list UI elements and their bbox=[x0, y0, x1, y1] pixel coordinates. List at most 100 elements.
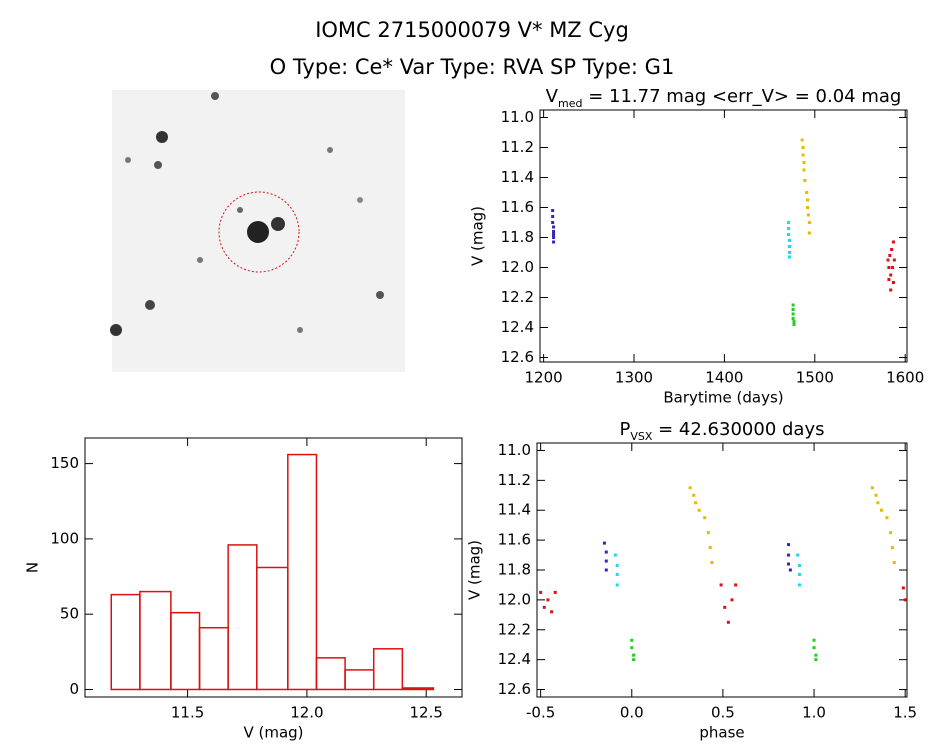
point bbox=[885, 516, 889, 520]
point bbox=[888, 254, 892, 257]
y-tick-label: 11.6 bbox=[498, 531, 531, 549]
point bbox=[886, 258, 890, 262]
y-tick-label: 12.6 bbox=[498, 680, 531, 698]
point bbox=[891, 240, 895, 244]
y-tick-label: 12.4 bbox=[498, 650, 531, 668]
point bbox=[706, 531, 710, 535]
point bbox=[710, 561, 714, 565]
point bbox=[615, 583, 619, 587]
title-part: VSX bbox=[630, 430, 653, 443]
point bbox=[797, 583, 801, 587]
axes-frame bbox=[84, 437, 463, 698]
point bbox=[797, 572, 801, 576]
y-tick-label: 11.8 bbox=[501, 228, 534, 246]
point bbox=[613, 553, 617, 557]
point bbox=[787, 227, 791, 230]
x-tick-label: 1.5 bbox=[893, 704, 917, 722]
chart-title: PVSX = 42.630000 days bbox=[620, 419, 825, 443]
point bbox=[692, 493, 696, 497]
y-axis-label: V (mag) bbox=[469, 206, 487, 266]
point bbox=[551, 209, 555, 212]
x-tick-label: 0.5 bbox=[711, 704, 735, 722]
point bbox=[792, 320, 796, 323]
point bbox=[615, 564, 619, 568]
point bbox=[703, 516, 707, 520]
point bbox=[726, 620, 730, 624]
x-tick-label: -0.5 bbox=[526, 704, 555, 722]
point bbox=[791, 312, 795, 316]
point bbox=[787, 233, 791, 236]
y-tick-label: 11.4 bbox=[498, 501, 531, 519]
point bbox=[901, 586, 905, 590]
point bbox=[791, 303, 795, 307]
x-tick-label: 1600 bbox=[886, 369, 924, 387]
point bbox=[876, 501, 880, 505]
point bbox=[787, 239, 791, 242]
histogram-bar bbox=[287, 453, 318, 691]
y-tick-label: 12.0 bbox=[498, 590, 531, 608]
point bbox=[807, 221, 811, 224]
point bbox=[796, 553, 800, 557]
y-tick-label: 12.2 bbox=[501, 288, 534, 306]
y-tick-label: 11.4 bbox=[501, 168, 534, 186]
point bbox=[546, 598, 550, 602]
point bbox=[604, 559, 608, 563]
point bbox=[542, 605, 546, 609]
y-tick-label: 50 bbox=[60, 605, 79, 623]
point bbox=[890, 546, 894, 550]
y-tick-label: 11.2 bbox=[498, 471, 531, 489]
point bbox=[806, 198, 810, 202]
point bbox=[791, 317, 795, 320]
point bbox=[889, 531, 893, 535]
point bbox=[800, 138, 804, 142]
point bbox=[801, 153, 805, 157]
point bbox=[791, 308, 795, 311]
point bbox=[719, 583, 723, 587]
point bbox=[552, 240, 556, 244]
point bbox=[887, 278, 891, 281]
point bbox=[787, 562, 791, 566]
y-tick-label: 0 bbox=[69, 680, 79, 698]
point bbox=[806, 206, 810, 209]
point bbox=[551, 221, 555, 224]
y-tick-label: 11.0 bbox=[501, 108, 534, 126]
point bbox=[688, 486, 692, 490]
point bbox=[730, 598, 734, 602]
point bbox=[552, 236, 556, 239]
y-tick-label: 11.0 bbox=[498, 441, 531, 459]
point bbox=[889, 288, 893, 292]
title-part: P bbox=[620, 419, 631, 440]
point bbox=[805, 191, 809, 194]
point bbox=[812, 646, 816, 650]
page-subtitle: O Type: Ce* Var Type: RVA SP Type: G1 bbox=[270, 55, 675, 79]
y-tick-label: 100 bbox=[50, 529, 79, 547]
page-title: IOMC 2715000079 V* MZ Cyg bbox=[315, 18, 629, 42]
histogram-bar bbox=[227, 544, 258, 691]
point bbox=[630, 638, 634, 642]
point bbox=[723, 605, 727, 609]
y-tick-label: 12.6 bbox=[501, 348, 534, 366]
x-axis-label: phase bbox=[699, 724, 744, 742]
point bbox=[694, 501, 698, 505]
point bbox=[787, 543, 791, 547]
point bbox=[539, 590, 543, 594]
point bbox=[814, 653, 818, 657]
point bbox=[892, 561, 896, 565]
y-tick-label: 12.0 bbox=[501, 258, 534, 276]
title-part: V bbox=[546, 86, 559, 107]
histogram-bar bbox=[401, 687, 435, 691]
y-tick-label: 150 bbox=[50, 454, 79, 472]
point bbox=[604, 568, 608, 572]
point bbox=[802, 161, 806, 164]
title-part: = 11.77 mag <err_V> = 0.04 mag bbox=[582, 86, 901, 107]
point bbox=[874, 493, 878, 497]
point bbox=[550, 610, 554, 614]
title-part: = 42.630000 days bbox=[652, 419, 824, 440]
point bbox=[903, 598, 907, 602]
point bbox=[891, 266, 895, 269]
point bbox=[812, 638, 816, 642]
chart-title: Vmed = 11.77 mag <err_V> = 0.04 mag bbox=[546, 86, 902, 110]
point bbox=[787, 553, 791, 557]
point bbox=[787, 221, 791, 224]
